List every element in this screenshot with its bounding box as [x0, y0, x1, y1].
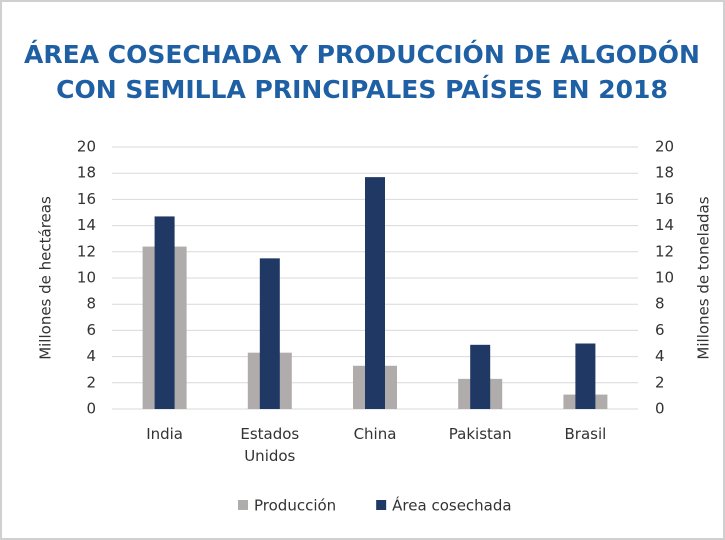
bar [259, 258, 280, 409]
chart-title: CON SEMILLA PRINCIPALES PAÍSES EN 2018 [56, 75, 668, 104]
y-tick-label: 2 [86, 373, 96, 391]
y2-tick-label: 16 [655, 190, 674, 208]
legend-label: Área cosechada [392, 496, 511, 515]
x-tick-label: Pakistan [448, 425, 512, 443]
y-axis-title: Millones de hectáreas [37, 196, 55, 360]
legend-swatch [376, 500, 387, 510]
y-tick-label: 8 [86, 295, 96, 313]
x-tick-label: Brasil [564, 425, 607, 443]
y2-tick-label: 20 [655, 138, 674, 156]
y2-tick-label: 12 [655, 242, 674, 260]
y-tick-label: 10 [77, 269, 96, 287]
y2-tick-label: 4 [655, 347, 665, 365]
y-tick-label: 0 [86, 400, 96, 418]
bar [154, 216, 175, 409]
y2-tick-label: 14 [655, 216, 674, 234]
legend-label: Producción [254, 497, 336, 515]
x-tick-label: Estados Unidos [240, 425, 300, 465]
y2-axis-title: Millones de toneladas [695, 196, 713, 359]
y2-tick-label: 6 [655, 321, 665, 339]
x-tick-label: India [146, 425, 183, 443]
y2-tick-label: 18 [655, 164, 674, 182]
y-tick-label: 6 [86, 321, 96, 339]
y2-tick-label: 2 [655, 373, 665, 391]
y-tick-label: 14 [77, 216, 96, 234]
x-tick-label: China [353, 425, 397, 443]
y-tick-label: 16 [77, 190, 96, 208]
y-tick-label: 20 [77, 138, 96, 156]
y2-tick-label: 10 [655, 269, 674, 287]
bar [365, 177, 385, 409]
y-tick-label: 12 [77, 242, 96, 260]
y-tick-label: 18 [77, 164, 96, 182]
y-tick-label: 4 [86, 347, 96, 365]
chart-title: ÁREA COSECHADA Y PRODUCCIÓN DE ALGODÓN [24, 39, 700, 69]
y2-tick-label: 0 [655, 400, 665, 418]
bar [575, 343, 596, 409]
legend-swatch [238, 500, 248, 510]
y2-tick-label: 8 [655, 295, 665, 313]
bar [470, 344, 491, 409]
